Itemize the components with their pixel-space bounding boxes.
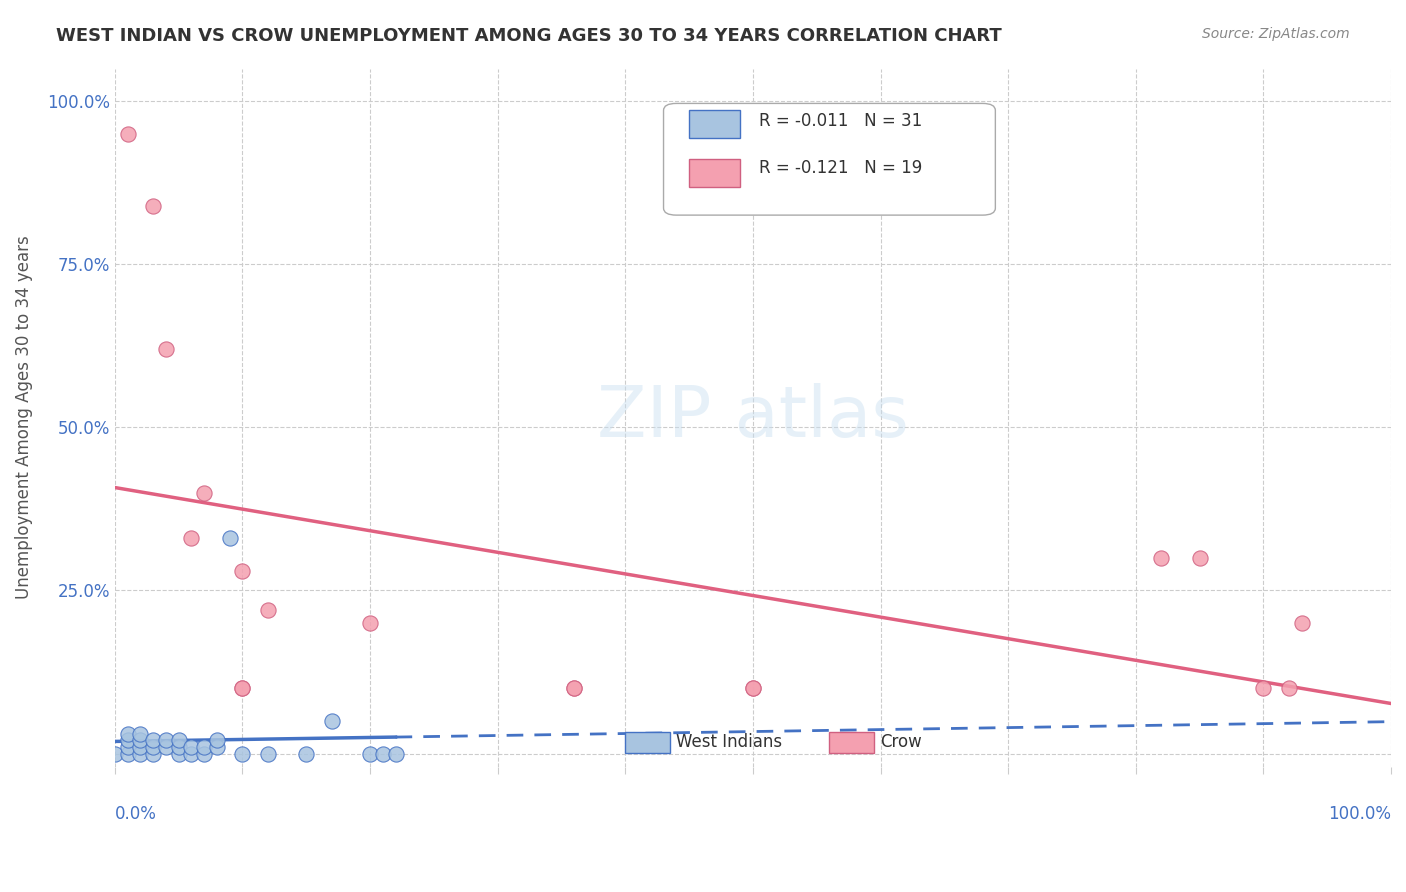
Point: [741, 681, 763, 696]
Point: [218, 531, 240, 545]
Text: West Indians: West Indians: [676, 733, 782, 751]
Point: [193, 747, 215, 761]
Point: [155, 739, 177, 754]
Point: [155, 342, 177, 356]
Point: [193, 739, 215, 754]
Point: [142, 747, 165, 761]
Point: [167, 733, 190, 747]
Point: [180, 739, 202, 754]
Point: [167, 739, 190, 754]
Point: [180, 531, 202, 545]
Text: WEST INDIAN VS CROW UNEMPLOYMENT AMONG AGES 30 TO 34 YEARS CORRELATION CHART: WEST INDIAN VS CROW UNEMPLOYMENT AMONG A…: [56, 27, 1002, 45]
Text: R = -0.011   N = 31: R = -0.011 N = 31: [759, 112, 922, 130]
Point: [117, 727, 139, 741]
Point: [1278, 681, 1301, 696]
Point: [180, 747, 202, 761]
Point: [562, 681, 585, 696]
FancyBboxPatch shape: [689, 111, 740, 138]
Point: [741, 681, 763, 696]
Point: [257, 603, 280, 617]
Point: [359, 747, 381, 761]
Point: [359, 616, 381, 631]
Point: [117, 733, 139, 747]
Point: [231, 564, 253, 578]
Point: [205, 733, 228, 747]
FancyBboxPatch shape: [626, 731, 669, 753]
Point: [257, 747, 280, 761]
Point: [321, 714, 343, 728]
Point: [1188, 550, 1211, 565]
Point: [1253, 681, 1275, 696]
Text: R = -0.121   N = 19: R = -0.121 N = 19: [759, 159, 922, 177]
Point: [129, 727, 152, 741]
Point: [142, 739, 165, 754]
Point: [295, 747, 318, 761]
FancyBboxPatch shape: [689, 160, 740, 187]
FancyBboxPatch shape: [664, 103, 995, 215]
Text: Crow: Crow: [880, 733, 922, 751]
Point: [104, 747, 127, 761]
Point: [142, 198, 165, 212]
Point: [167, 747, 190, 761]
Text: 100.0%: 100.0%: [1329, 805, 1391, 823]
Point: [129, 739, 152, 754]
Point: [371, 747, 394, 761]
Point: [117, 739, 139, 754]
Point: [384, 747, 406, 761]
Point: [1150, 550, 1173, 565]
Text: 0.0%: 0.0%: [115, 805, 156, 823]
Point: [562, 681, 585, 696]
FancyBboxPatch shape: [830, 731, 875, 753]
Point: [129, 733, 152, 747]
Point: [231, 681, 253, 696]
Point: [193, 485, 215, 500]
Point: [231, 681, 253, 696]
Point: [129, 747, 152, 761]
Text: Source: ZipAtlas.com: Source: ZipAtlas.com: [1202, 27, 1350, 41]
Y-axis label: Unemployment Among Ages 30 to 34 years: Unemployment Among Ages 30 to 34 years: [15, 235, 32, 599]
Point: [155, 733, 177, 747]
Point: [142, 733, 165, 747]
Point: [1291, 616, 1313, 631]
Point: [117, 747, 139, 761]
Text: ZIP atlas: ZIP atlas: [598, 383, 908, 452]
Point: [117, 127, 139, 141]
Point: [205, 739, 228, 754]
Point: [231, 747, 253, 761]
